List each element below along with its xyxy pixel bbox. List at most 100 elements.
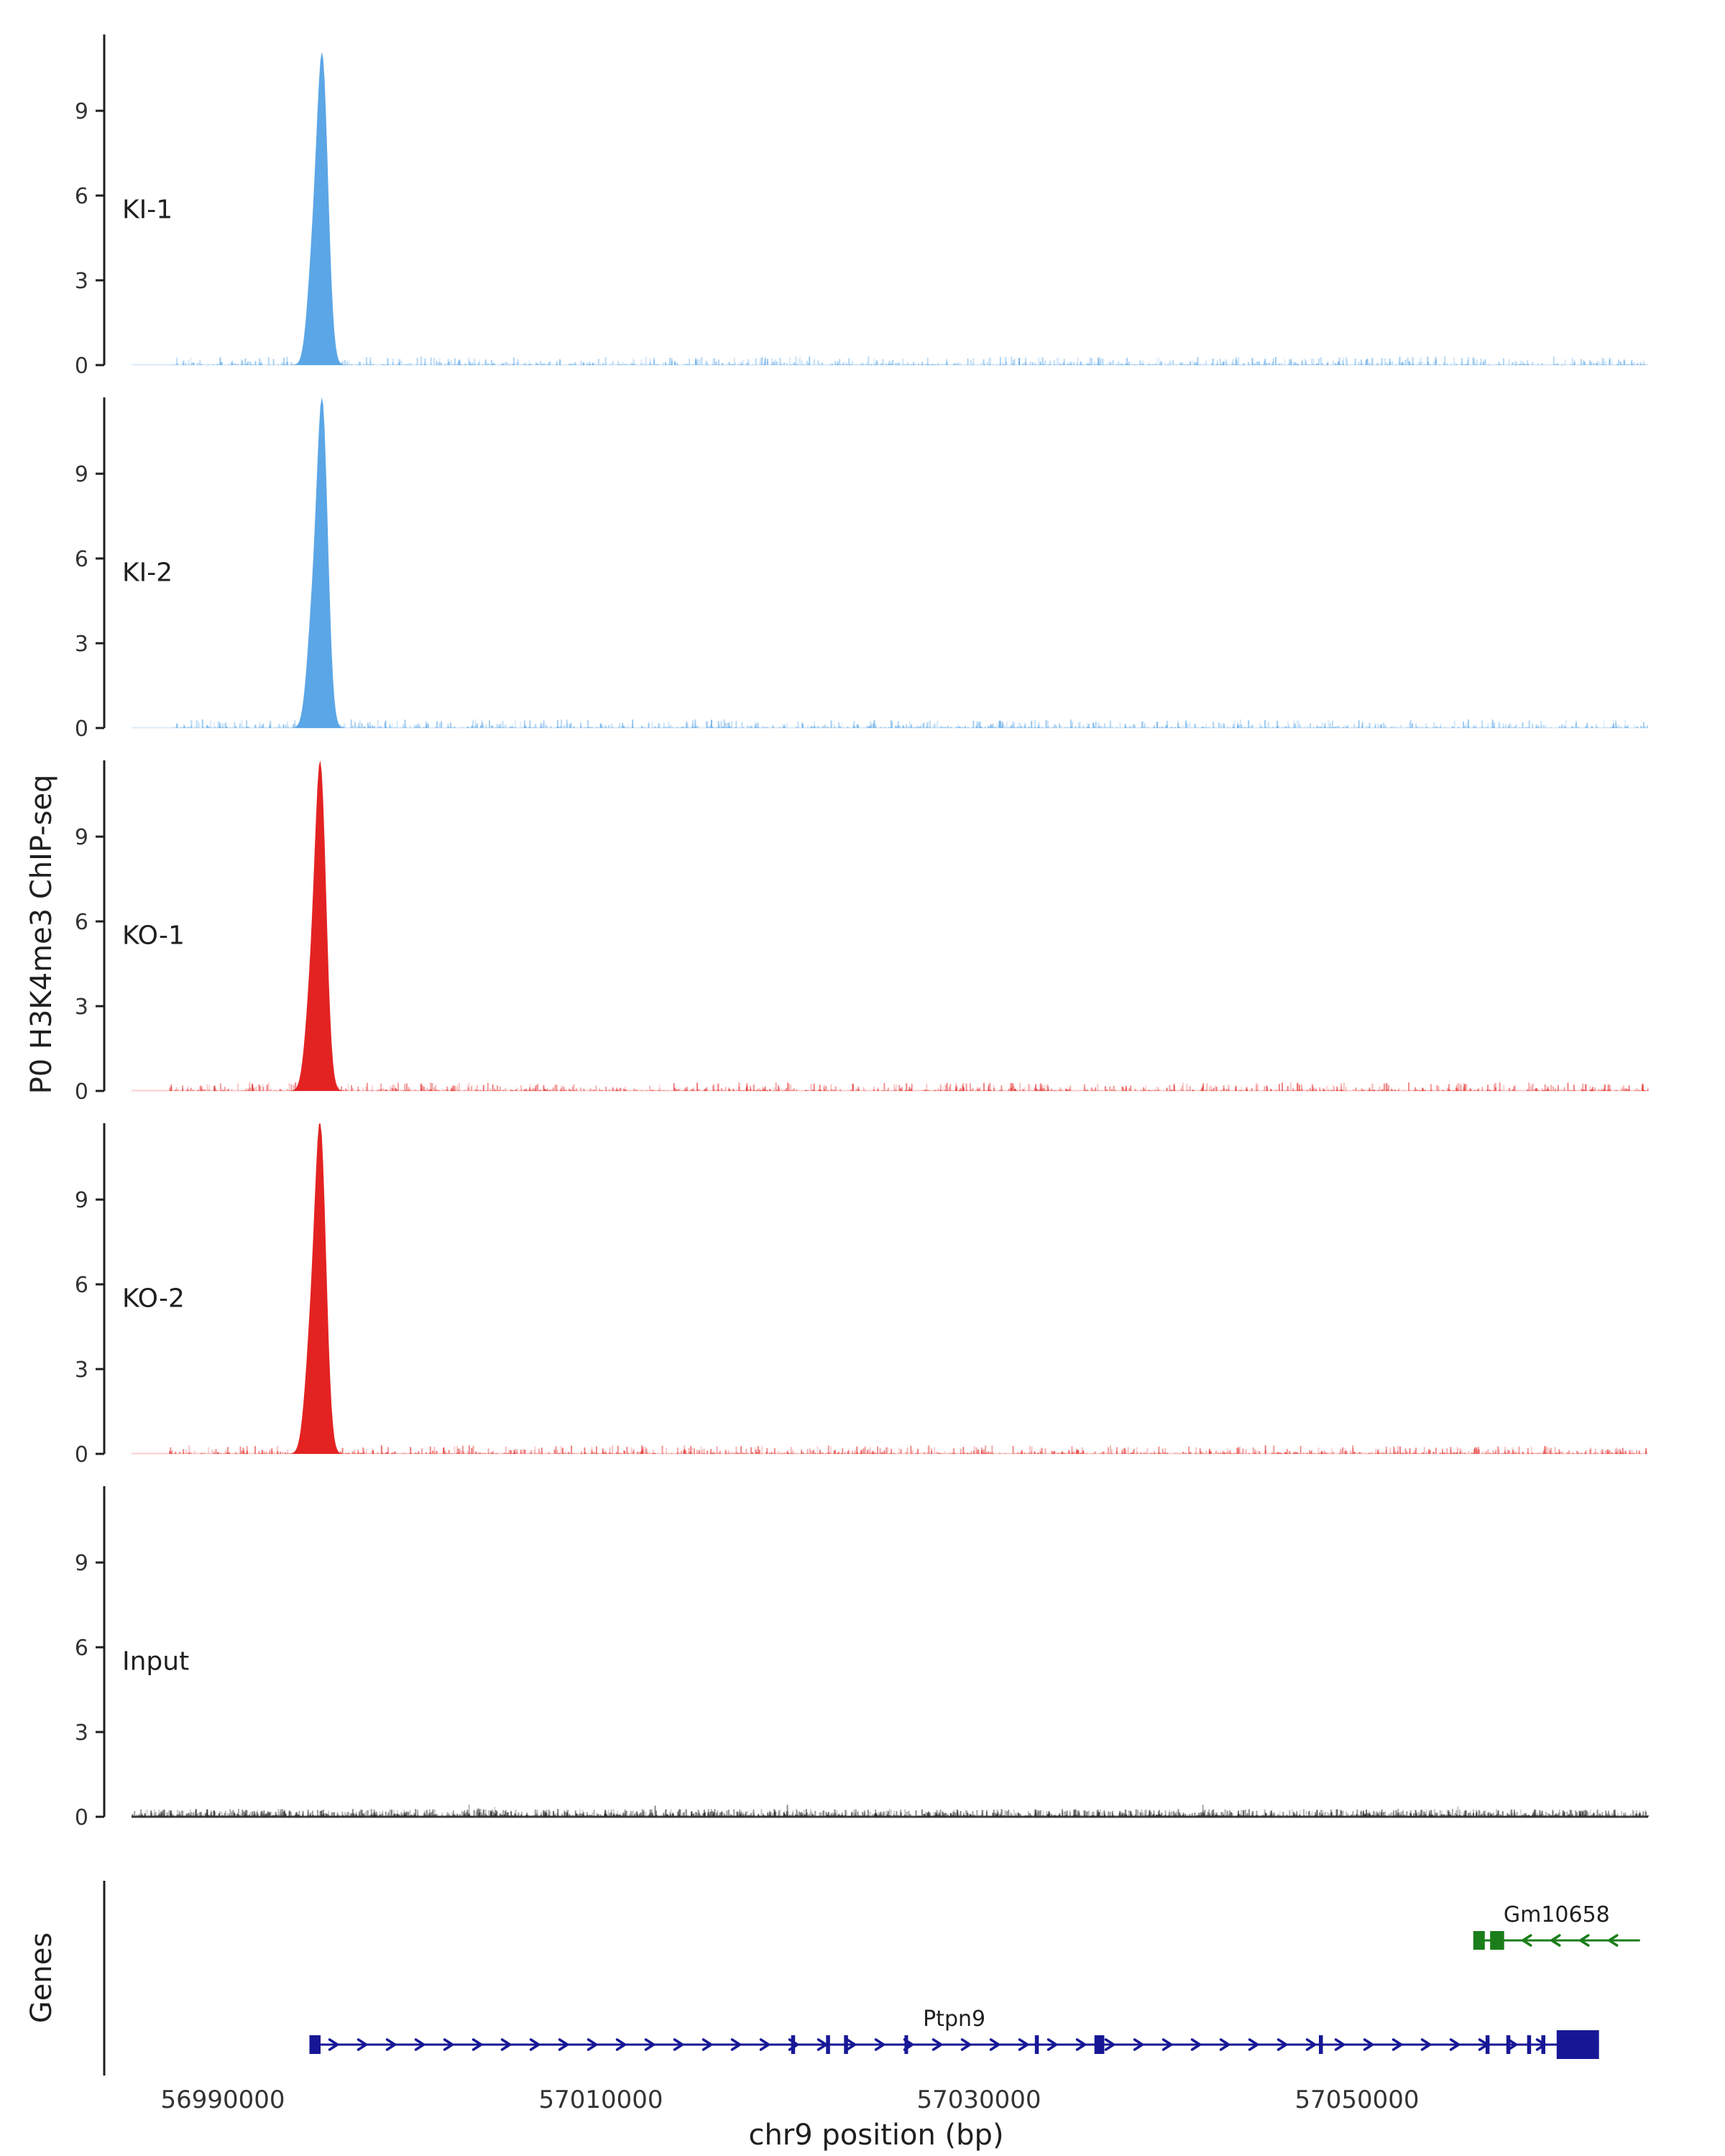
noise [1195,1452,1197,1454]
noise [1389,1452,1392,1454]
noise [561,727,562,728]
noise [1629,1450,1632,1454]
noise [170,1089,172,1091]
noise [1391,1089,1393,1091]
noise [566,719,568,728]
noise [917,1448,919,1454]
noise [893,1090,896,1091]
noise [1417,1453,1419,1454]
noise [1116,1451,1118,1454]
noise [1476,1447,1478,1454]
noise [510,1450,512,1454]
noise [748,1815,750,1817]
noise [1421,361,1423,365]
noise [1038,727,1040,728]
noise [414,724,416,728]
noise [900,1812,902,1817]
noise [1296,1452,1298,1454]
noise [248,1089,250,1091]
noise [606,1452,607,1454]
noise [1039,1450,1041,1454]
noise [717,1084,719,1091]
noise [798,358,800,365]
noise [925,727,927,728]
noise [834,727,837,728]
noise [1377,1089,1379,1091]
noise [1269,362,1271,365]
noise [1397,1815,1399,1817]
noise [1059,723,1060,728]
noise [461,1445,464,1454]
noise [813,721,815,728]
noise [1376,364,1379,365]
noise [486,1090,488,1091]
noise [823,1814,825,1817]
noise [1144,1090,1146,1091]
noise [981,1447,983,1454]
noise [1366,1089,1368,1091]
noise [1100,1452,1103,1454]
noise [1626,364,1628,365]
noise [959,362,961,365]
noise [1330,1089,1333,1091]
noise [840,1090,842,1091]
noise [847,727,849,728]
noise [1618,724,1620,728]
noise [1361,725,1363,728]
noise [1614,1452,1616,1454]
noise [779,1452,781,1454]
noise [334,1812,336,1817]
noise [763,1087,765,1091]
noise [962,1085,963,1091]
noise [653,357,655,365]
noise [1642,1089,1644,1091]
noise [1225,1089,1228,1091]
noise [1059,1089,1060,1091]
noise [1072,1452,1075,1454]
y-tick-label: 0 [75,354,88,379]
noise [366,1449,367,1454]
noise [925,727,927,728]
noise [540,363,542,365]
noise [1345,1452,1347,1454]
noise [193,362,194,365]
noise [1297,720,1299,728]
noise [701,356,703,365]
noise [1514,1085,1516,1091]
noise [868,364,870,365]
noise [905,1452,907,1454]
noise [492,1451,494,1454]
noise [1498,722,1500,728]
noise [574,1089,576,1091]
noise [269,724,271,728]
noise [597,359,599,365]
noise [227,1088,229,1091]
noise [273,1089,275,1091]
noise [534,1088,536,1091]
noise [855,1452,857,1454]
noise [1299,1090,1301,1091]
noise [1072,1450,1075,1454]
noise [372,726,374,728]
noise [1604,1084,1606,1091]
noise [1246,1089,1248,1091]
noise [621,726,623,728]
noise [928,1445,930,1454]
noise [436,722,438,728]
noise [989,357,991,365]
noise [915,1452,917,1454]
noise [1279,1452,1281,1454]
noise [245,1453,247,1454]
noise [464,363,466,365]
noise [997,1816,999,1817]
noise [668,722,670,728]
noise [910,1089,912,1091]
noise [185,1449,187,1454]
noise [523,727,525,728]
noise [1363,1089,1366,1091]
noise [402,1453,404,1454]
noise [676,1453,678,1454]
noise [1450,1090,1453,1091]
noise [1611,359,1613,365]
noise [451,1453,453,1454]
